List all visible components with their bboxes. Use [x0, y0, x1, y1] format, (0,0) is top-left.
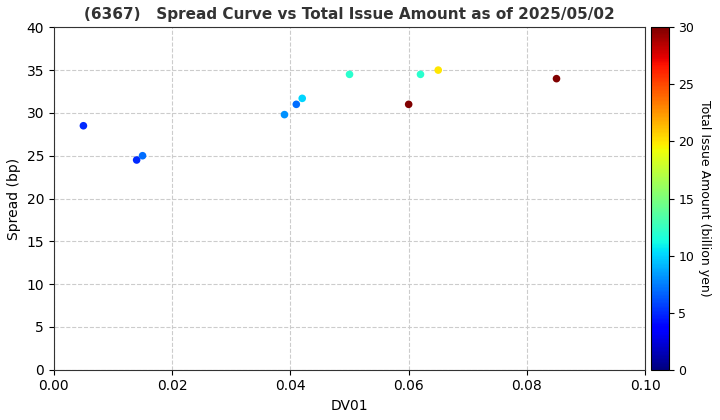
Point [279, 111, 290, 118]
Point [137, 152, 148, 159]
Point [297, 95, 308, 102]
Point [551, 75, 562, 82]
Point [343, 71, 355, 78]
Point [415, 71, 426, 78]
X-axis label: DV01: DV01 [330, 399, 369, 413]
Point [78, 122, 89, 129]
Point [403, 101, 415, 108]
Title: (6367)   Spread Curve vs Total Issue Amount as of 2025/05/02: (6367) Spread Curve vs Total Issue Amoun… [84, 7, 615, 22]
Point [433, 67, 444, 74]
Y-axis label: Total Issue Amount (billion yen): Total Issue Amount (billion yen) [698, 100, 711, 297]
Point [291, 101, 302, 108]
Point [131, 157, 143, 163]
Y-axis label: Spread (bp): Spread (bp) [7, 158, 21, 239]
